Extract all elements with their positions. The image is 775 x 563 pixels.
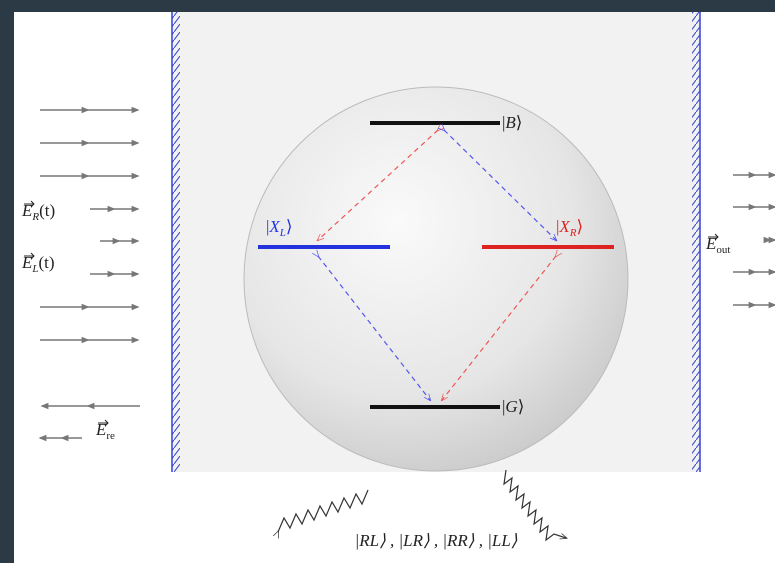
diagram: |B⟩ |XL⟩ |XR⟩ |G⟩ ER(t) EL(t) Eout Ere |… bbox=[0, 0, 775, 563]
sphere bbox=[244, 87, 628, 471]
state-label: |XR⟩ bbox=[556, 217, 583, 239]
state-label: |XL⟩ bbox=[266, 217, 293, 239]
state-label: |G⟩ bbox=[502, 397, 524, 416]
state-label: |B⟩ bbox=[502, 113, 522, 132]
emission-label: |RL⟩ , |LR⟩ , |RR⟩ , |LL⟩ bbox=[355, 531, 518, 550]
mirror-left bbox=[172, 12, 180, 472]
field-label: EL(t) bbox=[21, 253, 55, 275]
mirror-right bbox=[692, 12, 700, 472]
